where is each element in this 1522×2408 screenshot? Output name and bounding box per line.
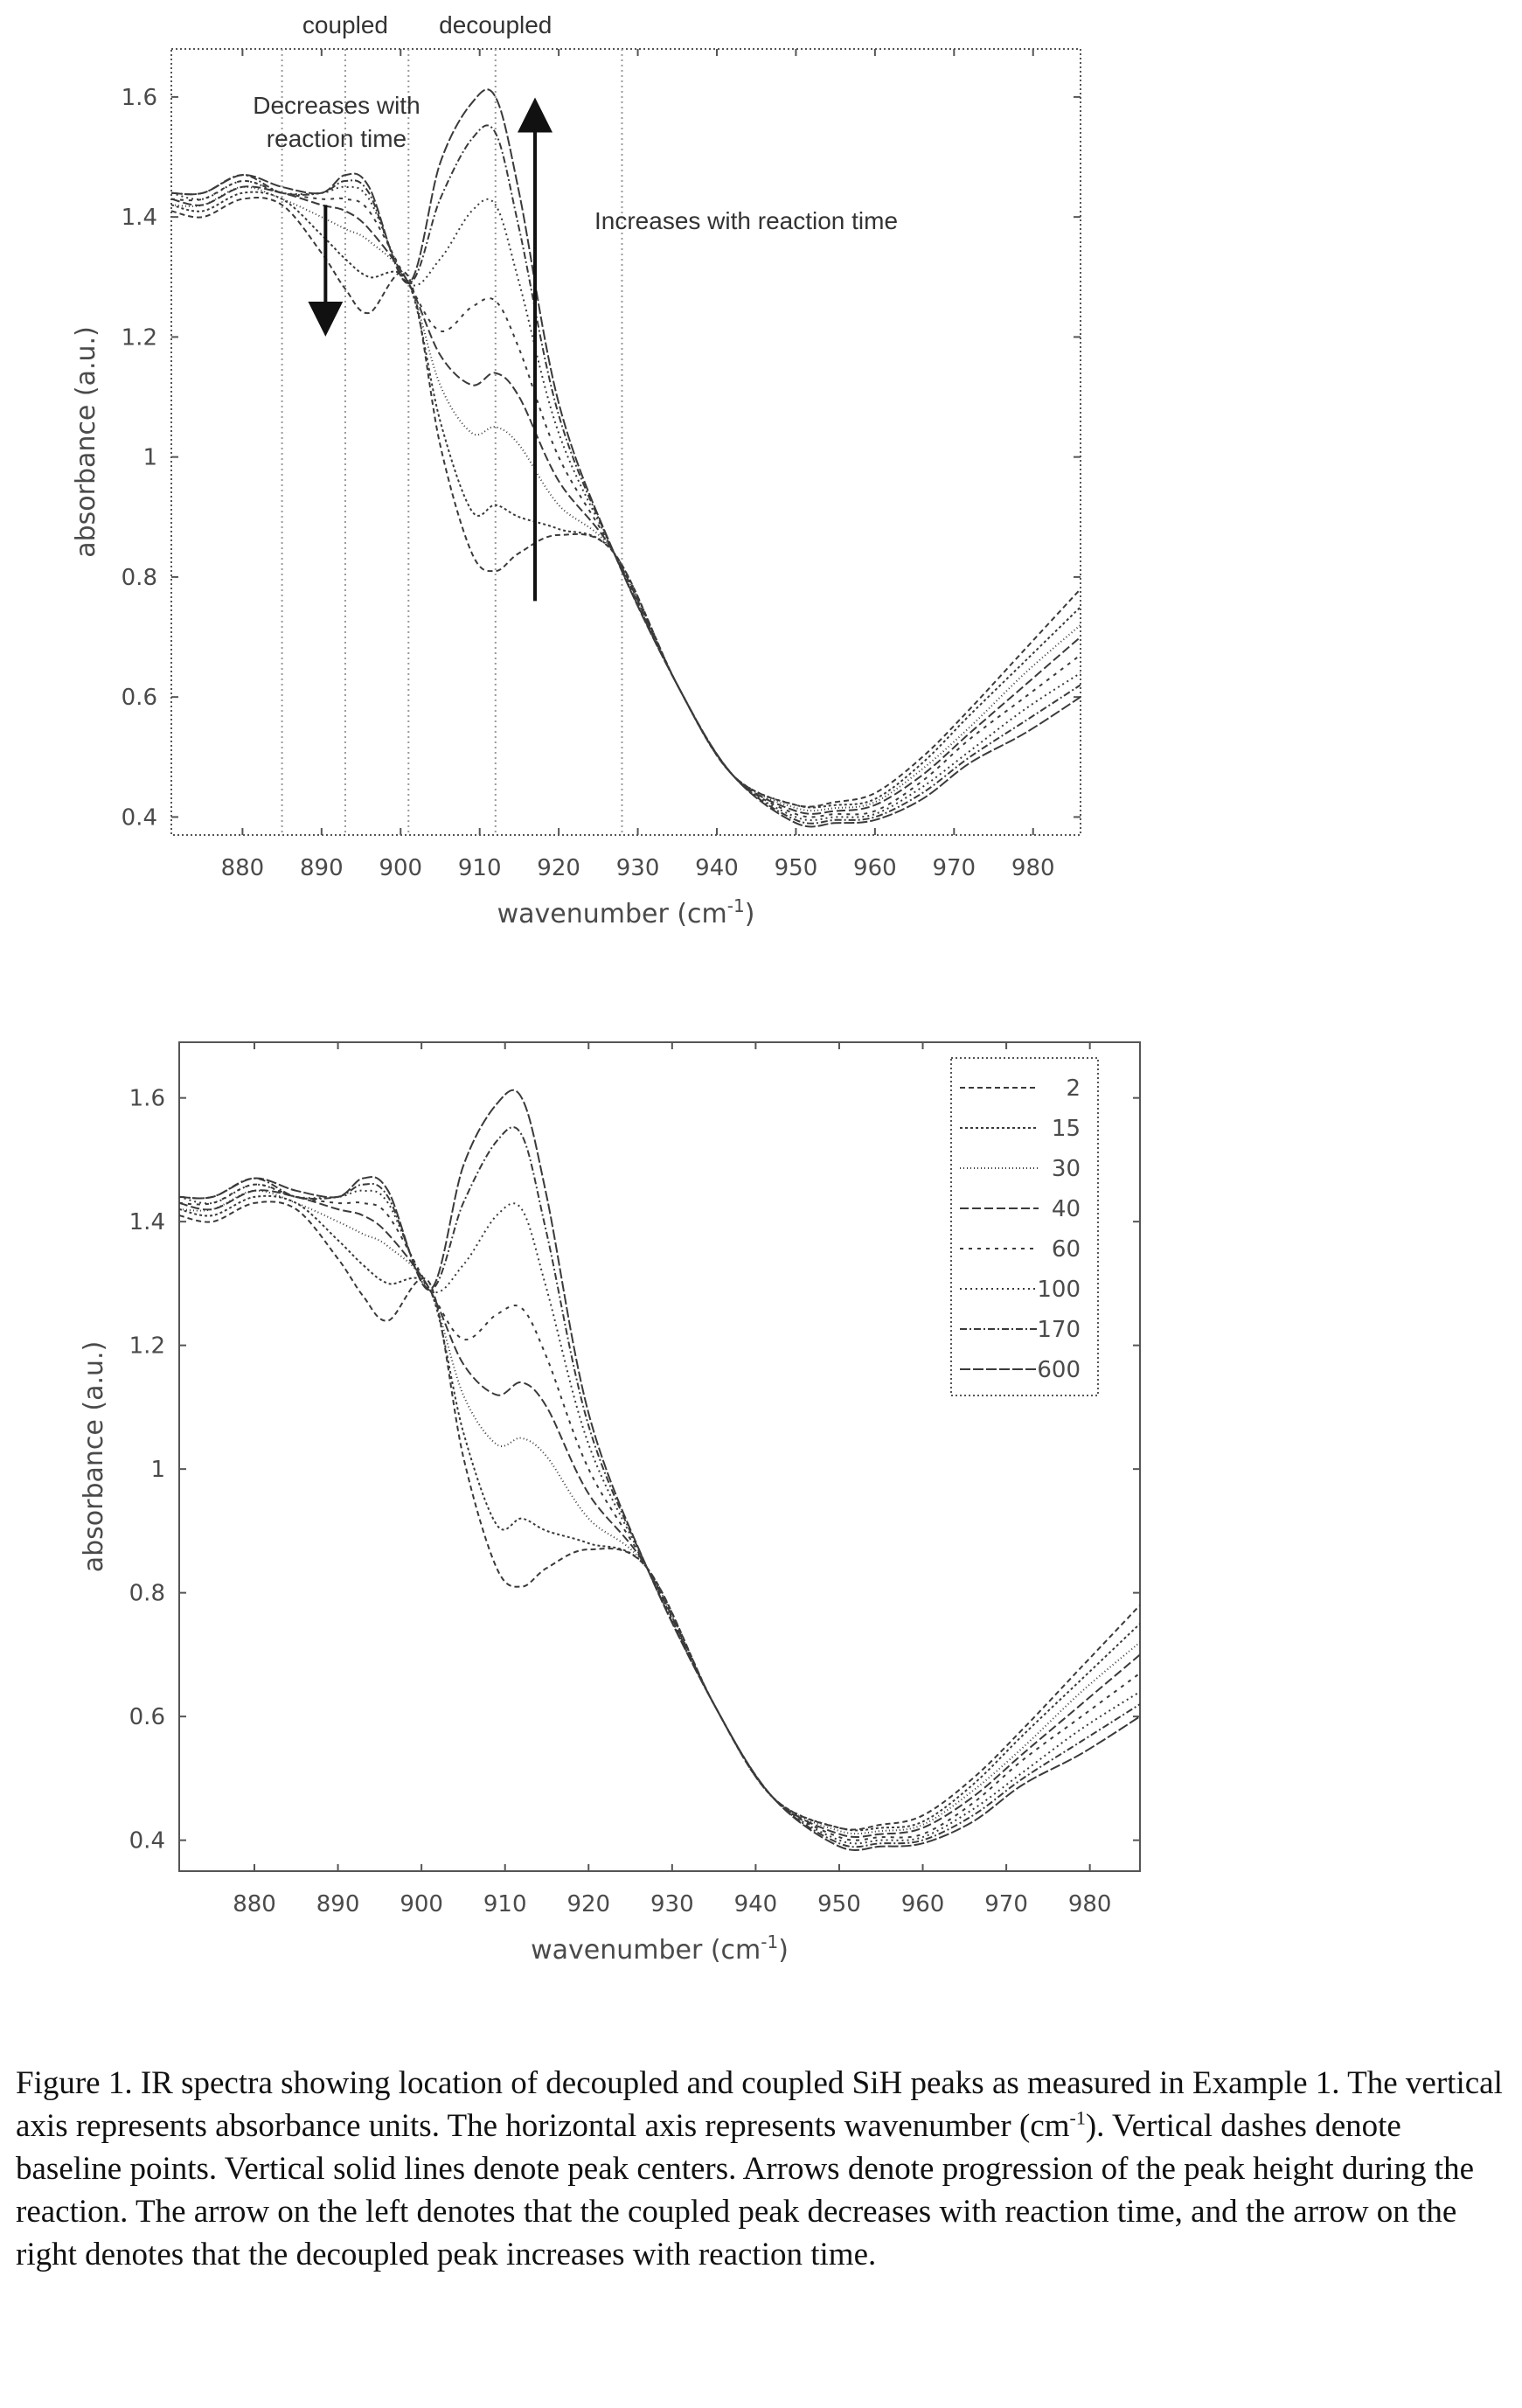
annotation-decoupled: decoupled bbox=[439, 11, 552, 38]
x-tick-label: 920 bbox=[537, 855, 580, 881]
caption-part-1: Figure 1. IR spectra showing location of… bbox=[16, 2065, 1503, 2144]
series-line-60 bbox=[179, 1183, 1140, 1841]
x-tick-label: 880 bbox=[233, 1891, 276, 1917]
figure-caption: Figure 1. IR spectra showing location of… bbox=[16, 2062, 1512, 2276]
plot-frame bbox=[170, 48, 1081, 836]
y-tick-label: 1.6 bbox=[122, 85, 157, 111]
x-axis-title-sup: -1 bbox=[761, 1931, 778, 1952]
x-tick-label: 980 bbox=[1011, 855, 1055, 881]
y-tick-label: 0.4 bbox=[129, 1828, 165, 1855]
y-tick-label: 0.6 bbox=[129, 1704, 165, 1730]
legend-label: 40 bbox=[1052, 1196, 1081, 1222]
series-line-40 bbox=[179, 1189, 1140, 1838]
x-tick-label: 970 bbox=[984, 1891, 1028, 1917]
series-line-30 bbox=[179, 1189, 1140, 1835]
x-axis-title-main: wavenumber (cm bbox=[531, 1935, 761, 1966]
legend-label: 100 bbox=[1037, 1277, 1081, 1303]
x-tick-label: 960 bbox=[853, 855, 897, 881]
series-line-2 bbox=[171, 197, 1081, 808]
annotation-decreases-line1: Decreases with bbox=[253, 92, 420, 119]
x-tick-label: 900 bbox=[379, 855, 422, 881]
x-tick-label: 890 bbox=[316, 1891, 360, 1917]
series-line-170 bbox=[179, 1126, 1140, 1848]
x-tick-label: 930 bbox=[650, 1891, 694, 1917]
legend-label: 170 bbox=[1037, 1317, 1081, 1343]
x-tick-label: 880 bbox=[221, 855, 265, 881]
x-axis-title-main: wavenumber (cm bbox=[497, 899, 727, 929]
x-tick-label: 930 bbox=[616, 855, 660, 881]
series-line-60 bbox=[171, 179, 1081, 818]
annotation-increases: Increases with reaction time bbox=[594, 207, 898, 234]
series-line-100 bbox=[171, 179, 1081, 822]
x-tick-label: 900 bbox=[400, 1891, 443, 1917]
y-tick-label: 1.6 bbox=[129, 1086, 165, 1112]
y-tick-label: 1.2 bbox=[122, 324, 157, 351]
series-group bbox=[171, 88, 1081, 828]
series-line-30 bbox=[171, 185, 1081, 812]
y-tick-label: 1 bbox=[150, 1457, 165, 1483]
series-line-15 bbox=[179, 1194, 1140, 1832]
y-tick-label: 0.4 bbox=[122, 804, 157, 831]
legend-label: 30 bbox=[1052, 1156, 1081, 1182]
y-tick-label: 0.6 bbox=[122, 685, 157, 711]
legend-label: 600 bbox=[1037, 1357, 1081, 1383]
y-tick-label: 0.8 bbox=[129, 1581, 165, 1607]
x-tick-label: 940 bbox=[695, 855, 739, 881]
top-chart: 880 890 900 910 920 930 940 950 960 970 980 0.4 0.6 0… bbox=[0, 0, 1522, 975]
series-line-2 bbox=[179, 1201, 1140, 1831]
y-tick-label: 0.8 bbox=[122, 565, 157, 591]
x-tick-label: 970 bbox=[932, 855, 976, 881]
x-tick-label: 960 bbox=[901, 1891, 945, 1917]
top-chart-svg: 880 890 900 910 920 930 940 950 960 970 980 0.4 0.6 0… bbox=[71, 11, 1081, 929]
x-axis-title: wavenumber (cm-1) bbox=[531, 1931, 789, 1966]
x-tick-label: 910 bbox=[458, 855, 502, 881]
x-tick-label: 890 bbox=[300, 855, 344, 881]
caption-part-2: ). Vertical dashes denote baseline point… bbox=[16, 2108, 1474, 2272]
x-tick-label: 950 bbox=[775, 855, 818, 881]
y-tick-label: 1.2 bbox=[129, 1333, 165, 1360]
bottom-chart-svg: 880 890 900 910 920 930 940 950 960 970 980 0.4 0.6 0… bbox=[79, 1041, 1141, 1966]
y-tick-label: 1 bbox=[142, 445, 157, 471]
y-tick-label: 1.4 bbox=[129, 1209, 165, 1235]
y-tick-label: 1.4 bbox=[122, 205, 157, 231]
bottom-chart: 880 890 900 910 920 930 940 950 960 970 980 0.4 0.6 0… bbox=[0, 1014, 1522, 1998]
y-axis-title: absorbance (a.u.) bbox=[79, 1341, 109, 1573]
caption-superscript: -1 bbox=[1069, 2106, 1086, 2129]
legend-label: 2 bbox=[1066, 1075, 1081, 1102]
annotation-decreases-line2: reaction time bbox=[267, 125, 407, 152]
series-line-15 bbox=[171, 191, 1081, 809]
series-line-600 bbox=[179, 1089, 1140, 1851]
x-tick-label: 950 bbox=[817, 1891, 861, 1917]
x-axis-title: wavenumber (cm-1) bbox=[497, 895, 755, 929]
annotation-coupled: coupled bbox=[302, 11, 388, 38]
series-line-40 bbox=[171, 185, 1081, 815]
y-axis-title: absorbance (a.u.) bbox=[71, 326, 101, 558]
x-tick-label: 910 bbox=[483, 1891, 527, 1917]
x-axis-title-end: ) bbox=[778, 1935, 789, 1966]
x-axis-title-end: ) bbox=[745, 899, 755, 929]
series-group bbox=[179, 1089, 1140, 1851]
legend-label: 15 bbox=[1052, 1116, 1081, 1142]
x-axis-title-sup: -1 bbox=[727, 895, 745, 916]
legend-label: 60 bbox=[1052, 1236, 1081, 1263]
plot-frame bbox=[178, 1041, 1141, 1872]
legend-box bbox=[950, 1057, 1099, 1396]
x-tick-label: 920 bbox=[566, 1891, 610, 1917]
x-tick-label: 940 bbox=[734, 1891, 778, 1917]
x-tick-label: 980 bbox=[1068, 1891, 1112, 1917]
